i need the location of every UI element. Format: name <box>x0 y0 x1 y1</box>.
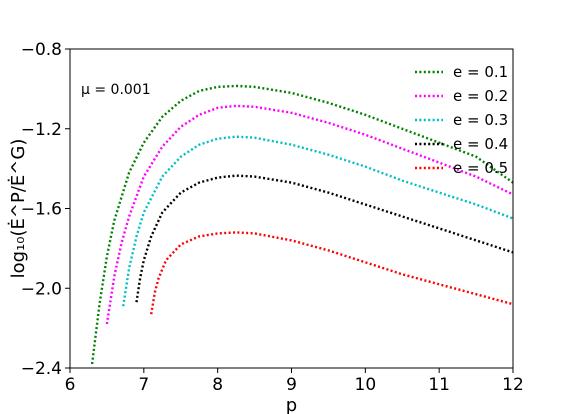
legend-label: e = 0.2 <box>453 87 508 105</box>
y-tick-label: −2.4 <box>21 359 62 379</box>
series-line-e2 <box>105 104 514 325</box>
x-tick-label: 11 <box>428 375 450 395</box>
x-tick-label: 7 <box>138 375 149 395</box>
series-line-e1 <box>90 84 514 365</box>
legend: e = 0.1 e = 0.2 e = 0.3 e = 0.4 e = 0.5 <box>415 63 508 177</box>
legend-label: e = 0.3 <box>453 111 508 129</box>
series-layer <box>90 84 514 365</box>
y-tick-label: −1.2 <box>21 120 62 140</box>
x-axis: 6 7 8 9 10 11 12 <box>65 368 524 395</box>
x-tick-label: 9 <box>286 375 297 395</box>
x-tick-label: 6 <box>65 375 76 395</box>
y-axis-label: log₁₀(Ė^P/Ė^G) <box>8 139 29 279</box>
x-tick-label: 12 <box>502 375 524 395</box>
x-tick-label: 8 <box>212 375 223 395</box>
legend-label: e = 0.4 <box>453 135 508 153</box>
y-tick-label: −0.8 <box>21 40 62 60</box>
y-tick-label: −2.0 <box>21 279 62 299</box>
y-axis: −0.8 −1.2 −1.6 −2.0 −2.4 <box>21 40 70 379</box>
mu-annotation: μ = 0.001 <box>81 82 151 98</box>
legend-label: e = 0.1 <box>453 63 508 81</box>
y-tick-label: −1.6 <box>21 200 62 220</box>
x-tick-label: 10 <box>355 375 377 395</box>
series-line-e5 <box>150 231 514 315</box>
x-axis-label: p <box>286 395 297 414</box>
legend-label: e = 0.5 <box>453 159 508 177</box>
series-line-e4 <box>135 174 514 303</box>
